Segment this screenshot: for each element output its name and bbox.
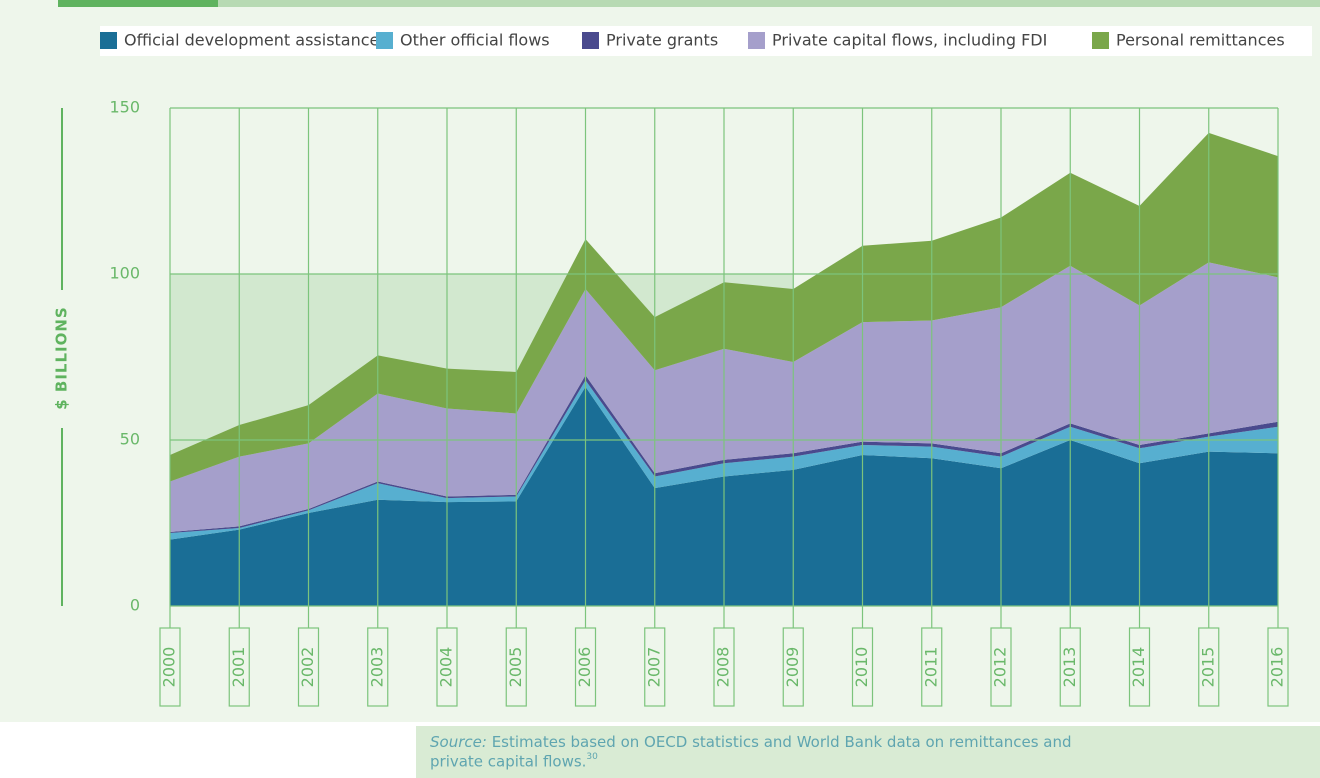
x-label-box (1267, 627, 1289, 707)
x-label-box (990, 627, 1012, 707)
x-tick-label: 2015 (1198, 647, 1217, 688)
source-label: Source: (430, 733, 487, 751)
x-label-box (228, 627, 250, 707)
x-label-box (574, 627, 597, 707)
x-label-box (297, 627, 320, 707)
x-tick-label: 2009 (783, 647, 802, 688)
x-tick-label: 2002 (298, 647, 317, 688)
y-tick-label: 100 (109, 264, 140, 283)
legend-label: Other official flows (400, 31, 550, 50)
x-tick-label: 2013 (1060, 647, 1079, 688)
top-bar-light (218, 0, 1320, 7)
y-tick-label: 150 (109, 98, 140, 117)
x-label-box (782, 627, 804, 707)
legend-label: Private capital flows, including FDI (772, 31, 1047, 50)
area (170, 375, 1278, 533)
x-tick-label: 2011 (921, 647, 940, 688)
source-text-line: Estimates based on OECD statistics and W… (492, 733, 1072, 751)
x-label-box (644, 627, 666, 707)
legend-swatch (582, 32, 599, 49)
x-tick-label: 2010 (852, 647, 871, 688)
legend-swatch (100, 32, 117, 49)
legend-swatch (748, 32, 765, 49)
x-tick-label: 2003 (367, 647, 386, 688)
x-tick-label: 2005 (506, 647, 525, 688)
x-label-box (367, 627, 389, 707)
x-tick-label: 2008 (714, 647, 733, 688)
legend-label: Personal remittances (1116, 31, 1285, 50)
x-label-box (851, 627, 874, 707)
x-tick-label: 2006 (575, 647, 594, 688)
source-note: 30 (586, 752, 598, 762)
x-label-box (159, 627, 181, 707)
top-bar (58, 0, 218, 7)
x-tick-label: 2004 (437, 647, 456, 688)
x-tick-label: 2012 (991, 647, 1010, 688)
x-label-box (1128, 627, 1151, 707)
source-box (416, 726, 1320, 778)
x-tick-label: 2000 (160, 647, 179, 688)
legend-label: Private grants (606, 31, 718, 50)
source-text-line2: private capital flows.30 (430, 752, 598, 771)
x-label-box (713, 627, 735, 707)
y-tick-label: 0 (130, 596, 140, 615)
x-tick-label: 2016 (1268, 647, 1287, 688)
x-tick-label: 2001 (229, 647, 248, 688)
legend-background (100, 26, 1312, 56)
x-label-box (505, 627, 527, 707)
x-label-box (1198, 627, 1220, 707)
legend-swatch (376, 32, 393, 49)
legend-label: Official development assistance (124, 31, 379, 50)
y-tick-label: 50 (120, 430, 140, 449)
legend-swatch (1092, 32, 1109, 49)
x-tick-label: 2014 (1129, 647, 1148, 688)
x-label-box (436, 627, 458, 707)
source: Source: Estimates based on OECD statisti… (430, 733, 1072, 751)
x-label-box (1059, 627, 1081, 707)
x-label-box (921, 627, 943, 707)
y-axis-label: $ BILLIONS (53, 306, 71, 409)
x-tick-label: 2007 (644, 647, 663, 688)
